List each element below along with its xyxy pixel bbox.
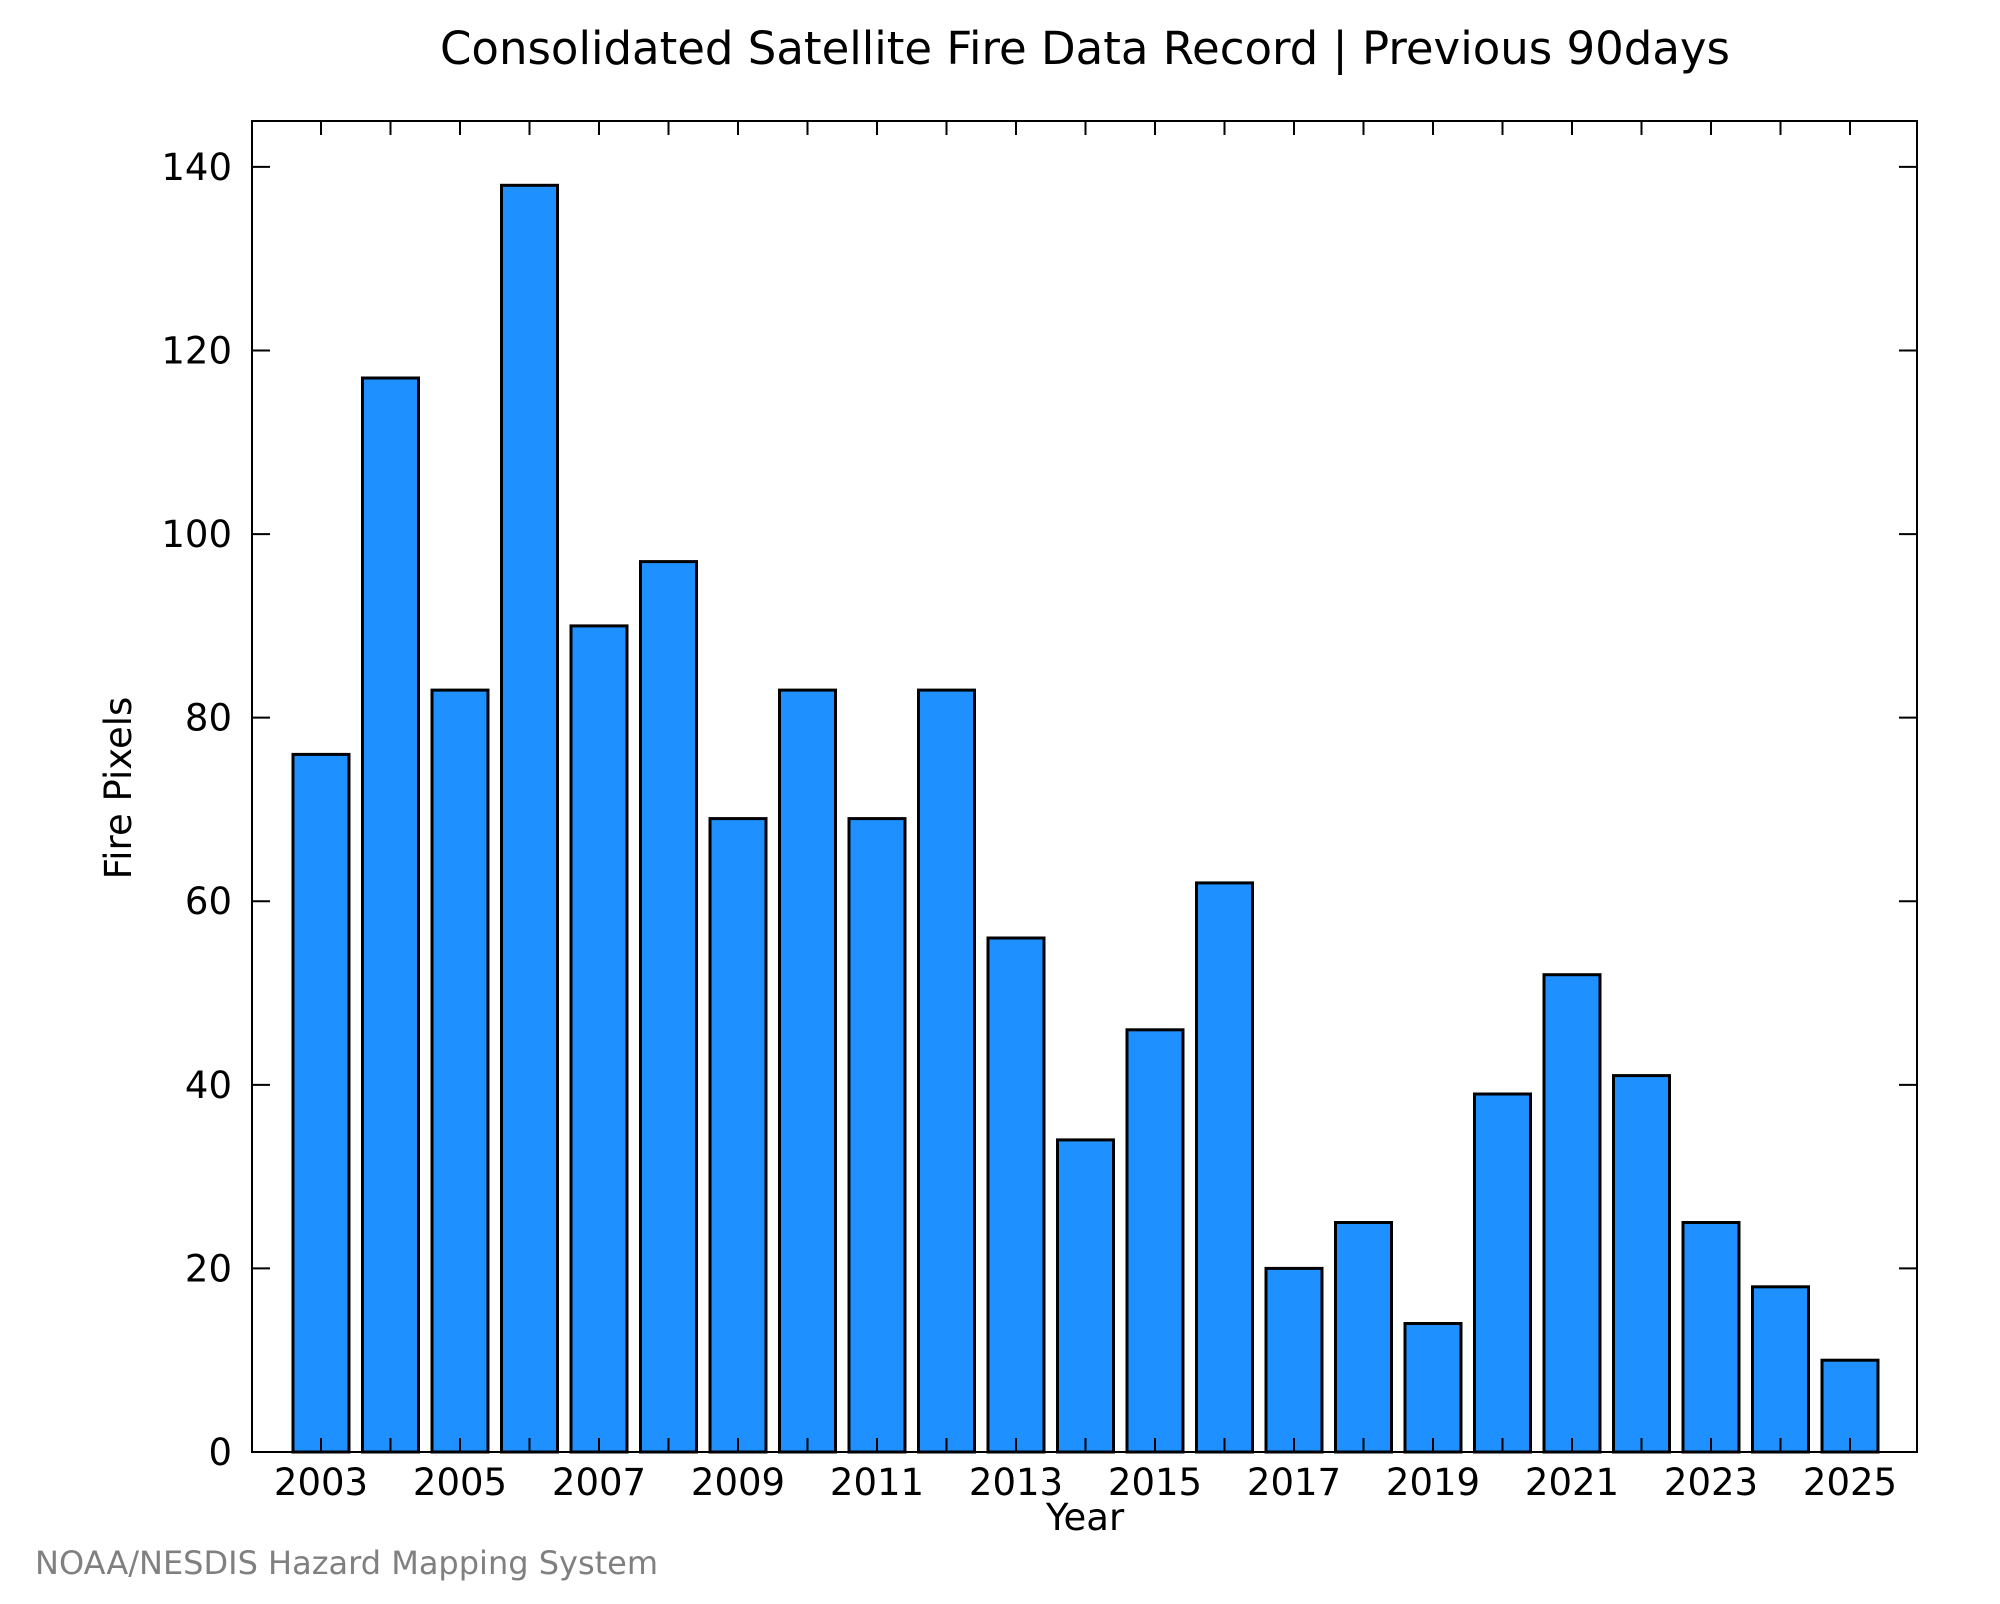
bar-2016 <box>1195 881 1254 1454</box>
x-tick-label-2013: 2013 <box>969 1461 1063 1504</box>
bar-2009 <box>708 817 768 1454</box>
x-tick-label-2021: 2021 <box>1525 1461 1619 1504</box>
x-tick-label-2025: 2025 <box>1803 1461 1897 1504</box>
x-tick-label-2011: 2011 <box>830 1461 924 1504</box>
bar-2021 <box>1542 973 1602 1454</box>
bar-2024 <box>1751 1285 1810 1454</box>
bar-2022 <box>1612 1074 1671 1454</box>
y-tick-label-60: 60 <box>185 880 232 923</box>
bar-2011 <box>847 817 907 1454</box>
x-tick-label-2019: 2019 <box>1386 1461 1480 1504</box>
bar-2010 <box>778 688 837 1454</box>
bar-2012 <box>917 688 976 1454</box>
x-tick-label-2015: 2015 <box>1108 1461 1202 1504</box>
bar-2018 <box>1334 1221 1393 1454</box>
y-tick-label-120: 120 <box>161 329 232 372</box>
x-tick-label-2005: 2005 <box>413 1461 507 1504</box>
credit-text: NOAA/NESDIS Hazard Mapping System <box>35 1544 658 1582</box>
y-tick-label-80: 80 <box>185 697 232 740</box>
bar-2005 <box>430 688 490 1454</box>
bar-2015 <box>1125 1028 1185 1454</box>
x-tick-label-2017: 2017 <box>1247 1461 1341 1504</box>
bar-2008 <box>639 560 698 1454</box>
x-tick-label-2003: 2003 <box>274 1461 368 1504</box>
plot-frame <box>251 120 1918 1453</box>
x-tick-label-2007: 2007 <box>552 1461 646 1504</box>
y-axis-label: Fire Pixels <box>97 697 140 880</box>
y-tick-label-40: 40 <box>185 1064 232 1107</box>
bar-2007 <box>569 624 629 1454</box>
bars-layer <box>291 183 1880 1454</box>
bar-2019 <box>1403 1322 1463 1454</box>
bar-2013 <box>986 936 1046 1454</box>
bar-2006 <box>500 183 559 1454</box>
bar-2025 <box>1820 1358 1880 1454</box>
bar-2003 <box>291 752 351 1454</box>
x-axis-label: Year <box>1045 1496 1125 1539</box>
bar-2020 <box>1473 1092 1532 1454</box>
y-tick-label-0: 0 <box>208 1431 232 1474</box>
y-tick-label-100: 100 <box>161 513 232 556</box>
y-tick-label-20: 20 <box>185 1247 232 1290</box>
chart-title: Consolidated Satellite Fire Data Record … <box>440 22 1730 75</box>
y-tick-label-140: 140 <box>161 146 232 189</box>
bar-2017 <box>1264 1266 1324 1454</box>
ticks-layer: 2003 2005 2007 2009 2011 2013 2015 2017 2019 2021… <box>161 121 1917 1504</box>
x-tick-label-2023: 2023 <box>1664 1461 1758 1504</box>
bar-2023 <box>1681 1221 1741 1454</box>
bar-2004 <box>361 376 420 1454</box>
bar-2014 <box>1056 1138 1115 1454</box>
x-tick-label-2009: 2009 <box>691 1461 785 1504</box>
